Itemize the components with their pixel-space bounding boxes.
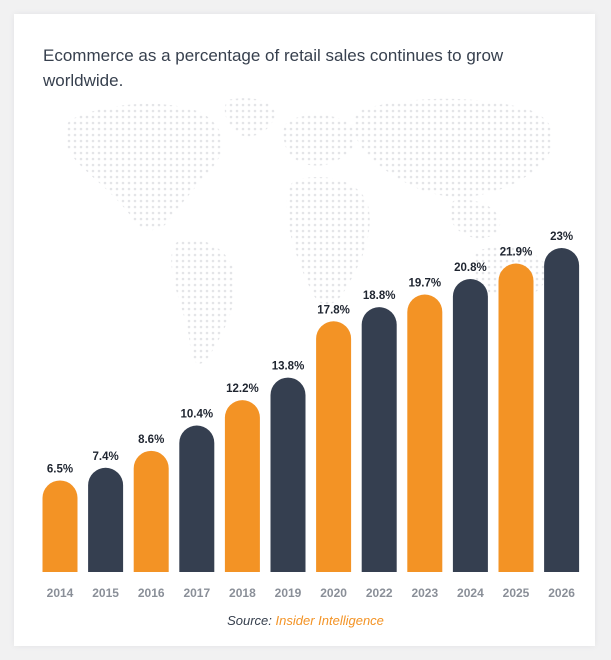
value-label-2015: 7.4% — [92, 451, 118, 463]
bars-layer — [42, 248, 580, 572]
source-label: Source: — [227, 613, 272, 628]
value-label-2016: 8.6% — [138, 434, 164, 446]
x-tick-2016: 2016 — [138, 586, 165, 600]
x-tick-2017: 2017 — [183, 586, 210, 600]
x-axis-ticks-layer: 2014 2015 2016 2017 2018 2019 2020 2022 2023 2024… — [47, 586, 576, 600]
value-label-2024: 20.8% — [454, 262, 487, 274]
bar-2015 — [88, 467, 124, 572]
value-labels-layer: 6.5% 7.4% 8.6% 10.4% 12.2% 13.8% 17.8% 18.8% 19.… — [47, 231, 573, 475]
bar-2024 — [452, 278, 488, 572]
chart-title: Ecommerce as a percentage of retail sale… — [43, 46, 504, 90]
bar-2017 — [179, 425, 215, 572]
x-tick-2018: 2018 — [229, 586, 256, 600]
x-tick-2019: 2019 — [275, 586, 302, 600]
value-label-2018: 12.2% — [226, 383, 259, 395]
value-label-2019: 13.8% — [272, 361, 305, 373]
chart-source: Source: Insider Intelligence — [0, 613, 611, 628]
value-label-2017: 10.4% — [180, 408, 213, 420]
bar-2016 — [133, 450, 169, 572]
bar-2014 — [42, 480, 78, 572]
bar-2018 — [224, 400, 260, 572]
value-label-2020: 17.8% — [317, 304, 350, 316]
x-tick-2026: 2026 — [548, 586, 575, 600]
bar-2023 — [407, 294, 443, 572]
bar-2022 — [361, 307, 397, 572]
x-tick-2025: 2025 — [503, 586, 530, 600]
x-tick-2020: 2020 — [320, 586, 347, 600]
x-tick-2022: 2022 — [366, 586, 393, 600]
bar-2025 — [498, 263, 534, 572]
value-label-2023: 19.7% — [408, 277, 441, 289]
bar-2019 — [270, 377, 306, 572]
value-label-2025: 21.9% — [500, 246, 533, 258]
x-tick-2015: 2015 — [92, 586, 119, 600]
value-label-2026: 23% — [550, 231, 573, 243]
x-tick-2023: 2023 — [411, 586, 438, 600]
bar-2026 — [544, 248, 580, 572]
value-label-2022: 18.8% — [363, 290, 396, 302]
value-label-2014: 6.5% — [47, 463, 73, 475]
source-name: Insider Intelligence — [275, 613, 384, 628]
bar-2020 — [316, 321, 352, 572]
x-tick-2014: 2014 — [47, 586, 74, 600]
x-tick-2024: 2024 — [457, 586, 484, 600]
